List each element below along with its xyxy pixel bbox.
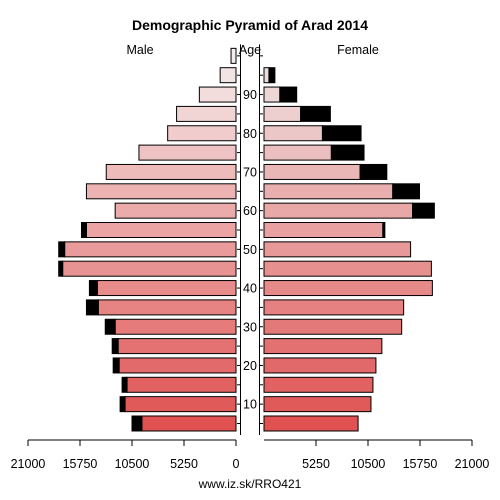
male-bar: [219, 67, 237, 84]
male-bar: [85, 183, 237, 200]
male-bar: [105, 163, 237, 180]
female-surplus-bar: [412, 202, 435, 219]
female-bar: [263, 299, 405, 316]
male-surplus-bar: [58, 260, 64, 277]
male-bar: [118, 357, 237, 374]
female-bar: [263, 222, 384, 238]
female-bar: [263, 86, 281, 103]
male-x-tick-label: 10500: [115, 457, 150, 471]
male-bar: [198, 86, 237, 103]
female-bar: [263, 396, 372, 413]
male-x-tick-label: 21000: [11, 457, 46, 471]
male-bar: [64, 241, 237, 258]
male-bar: [114, 202, 237, 219]
male-surplus-bar: [111, 338, 119, 355]
female-x-tick-label: 10500: [351, 457, 386, 471]
female-x-tick-label: 21000: [455, 457, 490, 471]
male-x-tick-label: 0: [233, 457, 240, 471]
female-bar: [263, 280, 433, 297]
female-x-tick-label: 5250: [302, 457, 330, 471]
male-bar: [230, 47, 237, 64]
source-label: www.iz.sk/RRO421: [198, 477, 302, 491]
age-tick-label: 10: [243, 398, 257, 412]
male-header: Male: [126, 43, 153, 57]
male-surplus-bar: [80, 222, 87, 238]
female-bar: [263, 163, 361, 180]
male-surplus-bar: [85, 299, 99, 316]
female-bar: [263, 338, 383, 355]
male-bar: [124, 396, 237, 413]
male-bar: [96, 280, 237, 297]
female-bar: [263, 376, 374, 393]
age-tick-label: 80: [243, 127, 257, 141]
female-bar: [263, 183, 394, 200]
male-bar: [97, 299, 237, 316]
male-bar: [176, 105, 237, 122]
female-bar: [263, 202, 414, 219]
axes-group: 10 20 30 40 50 60 70 80 90 21000 15750 10500 5250 0 52…: [11, 44, 490, 471]
male-surplus-bar: [104, 318, 116, 335]
male-bar: [138, 144, 237, 161]
male-surplus-bar: [131, 415, 143, 432]
female-bar: [263, 318, 403, 335]
female-surplus-bar: [330, 144, 365, 161]
male-bar: [167, 125, 237, 142]
female-surplus-bar: [382, 222, 386, 238]
male-surplus-bar: [119, 396, 126, 413]
age-tick-label: 90: [243, 88, 257, 102]
age-tick-label: 70: [243, 165, 257, 179]
male-x-tick-label: 15750: [63, 457, 98, 471]
male-surplus-bar: [121, 376, 128, 393]
female-bar: [263, 260, 432, 277]
female-surplus-bar: [268, 67, 276, 84]
female-x-tick-label: 15750: [403, 457, 438, 471]
age-tick-label: 40: [243, 282, 257, 296]
female-surplus-bar: [392, 183, 421, 200]
male-bar: [126, 376, 237, 393]
male-surplus-bar: [112, 357, 120, 374]
male-surplus-bar: [88, 280, 98, 297]
male-surplus-bar: [58, 241, 66, 258]
male-bar: [117, 338, 237, 355]
male-bar: [114, 318, 237, 335]
chart-title: Demographic Pyramid of Arad 2014: [132, 17, 368, 33]
male-bar: [141, 415, 237, 432]
male-bar: [85, 222, 237, 238]
bars-group: [58, 47, 435, 432]
female-header: Female: [337, 43, 379, 57]
male-x-tick-label: 5250: [170, 457, 198, 471]
female-surplus-bar: [321, 125, 362, 142]
age-header: Age: [239, 43, 261, 57]
age-tick-label: 30: [243, 320, 257, 334]
female-surplus-bar: [359, 163, 388, 180]
age-tick-label: 50: [243, 243, 257, 257]
female-bar: [263, 67, 270, 84]
age-tick-label: 20: [243, 359, 257, 373]
age-tick-label: 60: [243, 204, 257, 218]
female-bar: [263, 415, 359, 432]
female-bar: [263, 357, 377, 374]
female-bar: [263, 125, 323, 142]
male-bar: [62, 260, 237, 277]
female-bar: [263, 105, 302, 122]
female-bar: [263, 241, 412, 258]
female-bar: [263, 144, 332, 161]
female-surplus-bar: [279, 86, 298, 103]
female-surplus-bar: [300, 105, 331, 122]
